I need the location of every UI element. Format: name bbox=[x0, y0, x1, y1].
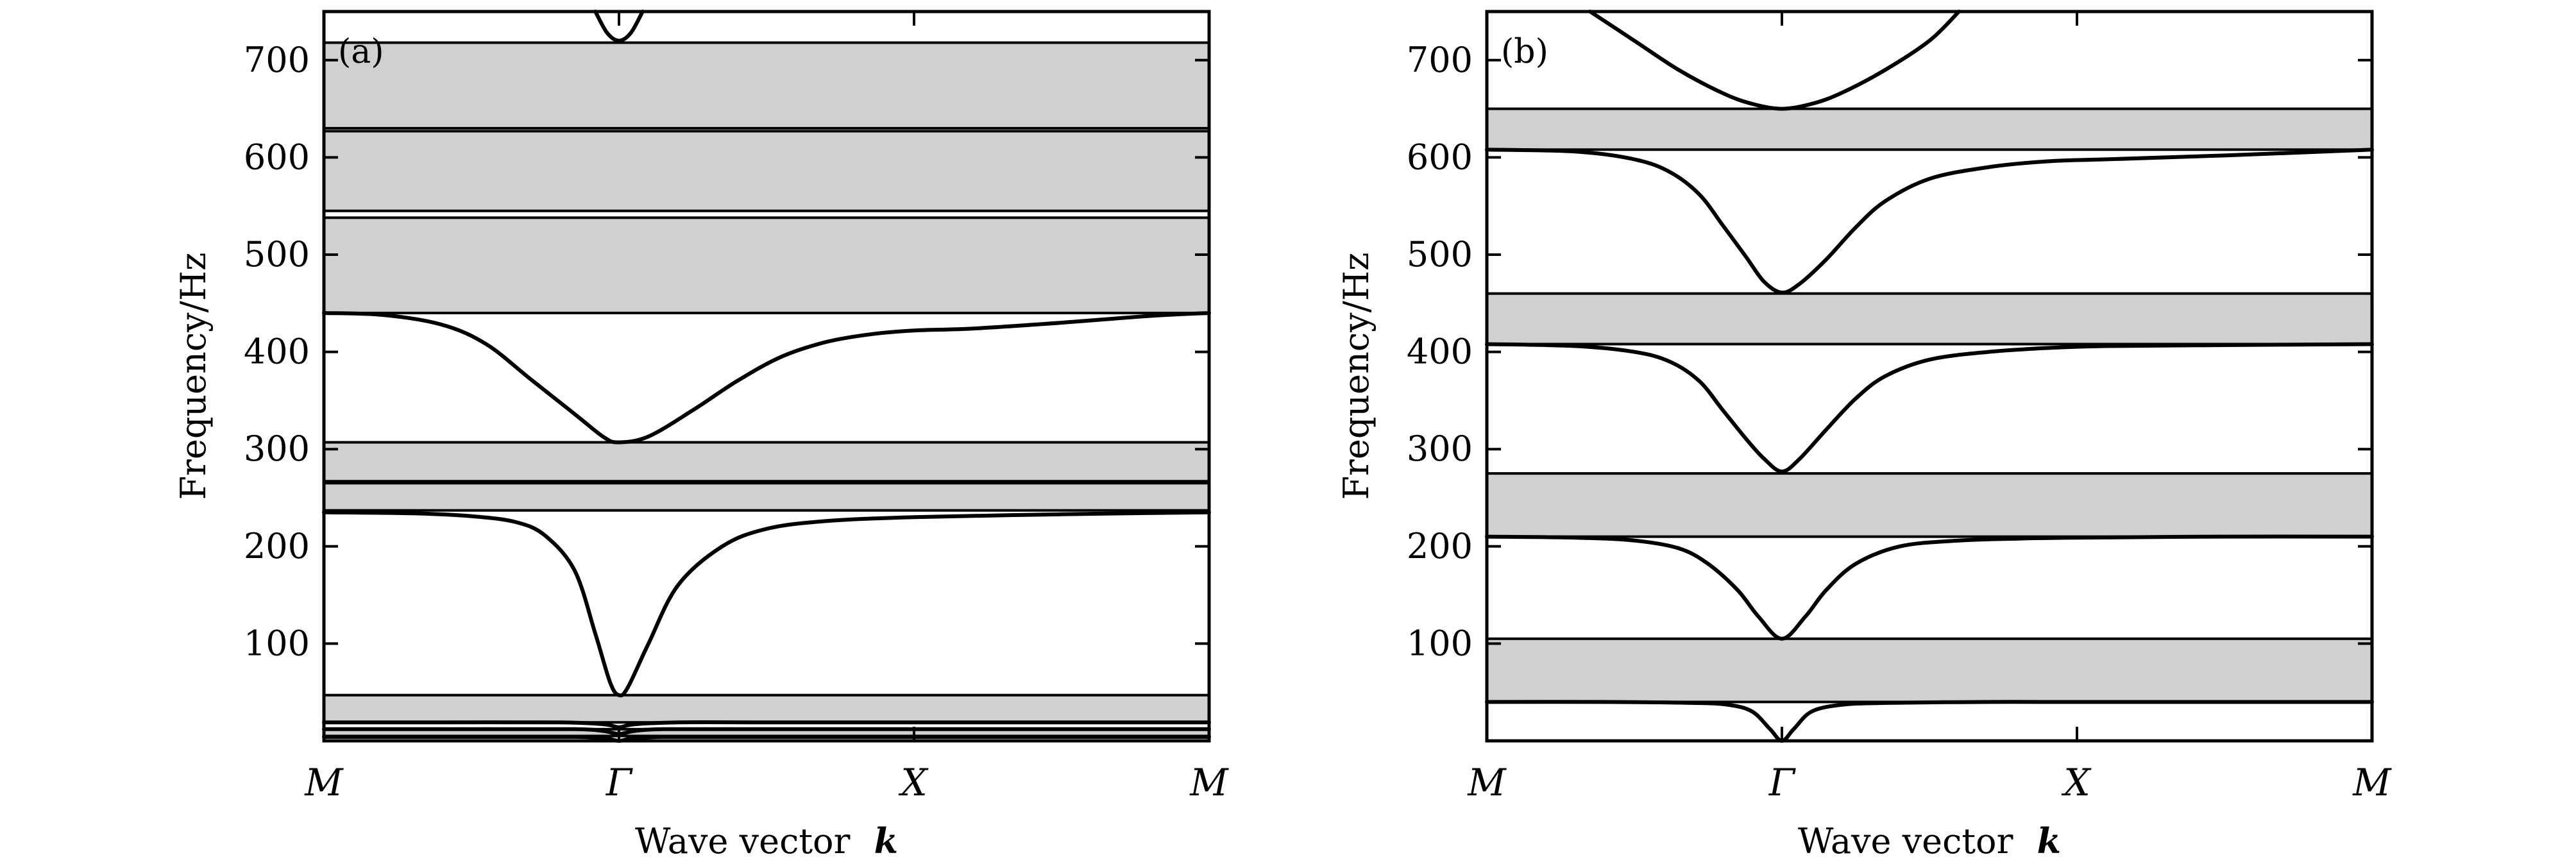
y-tick-label: 200 bbox=[1407, 526, 1473, 566]
band-gap-5 bbox=[323, 216, 1210, 314]
band-curve-2 bbox=[1485, 534, 2374, 641]
y-tick-label: 300 bbox=[244, 428, 310, 469]
x-tick-label: M bbox=[2352, 761, 2392, 804]
y-tick-label: 100 bbox=[1407, 623, 1473, 663]
band-curve-3 bbox=[1485, 342, 2374, 474]
band-curve-1 bbox=[1485, 700, 2374, 743]
dispersion-curves bbox=[322, 10, 1211, 743]
x-tick-label: Γ bbox=[606, 761, 633, 804]
y-tick-label: 400 bbox=[244, 332, 310, 372]
x-axis-label-symbol: k bbox=[2037, 820, 2061, 861]
band-curve-6 bbox=[593, 10, 645, 43]
panel-label: (b) bbox=[1501, 33, 1548, 71]
x-axis-label-text: Wave vector bbox=[635, 821, 851, 861]
plot-frame bbox=[1485, 10, 2374, 743]
band-gap-7 bbox=[323, 41, 1210, 130]
band-gap-3 bbox=[323, 482, 1210, 512]
y-tick-label: 100 bbox=[244, 623, 310, 663]
panel-label: (a) bbox=[338, 33, 384, 71]
band-gaps bbox=[1486, 107, 2373, 704]
x-tick-label: Γ bbox=[1768, 761, 1796, 804]
band-gap-3 bbox=[1486, 292, 2373, 346]
y-axis-label: Frequency/Hz bbox=[1336, 253, 1377, 500]
band-curve-5 bbox=[1588, 10, 1961, 111]
x-tick-label: X bbox=[898, 761, 929, 804]
band-curve-2 bbox=[322, 727, 1211, 736]
band-curve-3 bbox=[322, 720, 1211, 729]
band-gap-2 bbox=[1486, 472, 2373, 538]
x-axis-label: Wave vector k bbox=[635, 820, 898, 861]
y-tick-label: 300 bbox=[1407, 428, 1473, 469]
y-axis-label: Frequency/Hz bbox=[173, 253, 214, 500]
band-gap-6 bbox=[323, 130, 1210, 212]
y-tick-label: 500 bbox=[244, 234, 310, 275]
y-tick-label: 700 bbox=[244, 40, 310, 80]
x-axis-label-text: Wave vector bbox=[1798, 821, 2013, 861]
band-gap-1 bbox=[1486, 637, 2373, 704]
band-gap-4 bbox=[1486, 107, 2373, 151]
axis-ticks: 100 200 300 400 500 600 700 M Γ X M bbox=[244, 12, 1229, 804]
band-curve-1 bbox=[322, 734, 1211, 743]
x-axis-label-symbol: k bbox=[874, 820, 898, 861]
y-tick-label: 500 bbox=[1407, 234, 1473, 275]
panel-b: 100 200 300 400 500 600 700 M Γ X M (b) Frequency/… bbox=[1336, 10, 2392, 861]
x-tick-label: M bbox=[304, 761, 344, 804]
y-tick-label: 600 bbox=[1407, 137, 1473, 177]
y-tick-label: 700 bbox=[1407, 40, 1473, 80]
band-curve-4 bbox=[322, 510, 1211, 698]
x-tick-label: M bbox=[1467, 761, 1507, 804]
plot-frame bbox=[322, 10, 1211, 743]
x-tick-label: M bbox=[1189, 761, 1229, 804]
y-tick-label: 200 bbox=[244, 526, 310, 566]
band-gap-2 bbox=[323, 693, 1210, 724]
y-tick-label: 600 bbox=[244, 137, 310, 177]
panel-a: 100 200 300 400 500 600 700 M Γ X M (a) Frequency/… bbox=[173, 10, 1229, 861]
band-curve-5 bbox=[322, 311, 1211, 445]
y-tick-label: 400 bbox=[1407, 332, 1473, 372]
x-tick-label: X bbox=[2061, 761, 2092, 804]
band-curve-4 bbox=[1485, 148, 2374, 295]
dispersion-curves bbox=[1485, 10, 2374, 743]
axis-ticks: 100 200 300 400 500 600 700 M Γ X M bbox=[1407, 12, 2392, 804]
band-gap-4 bbox=[323, 441, 1210, 483]
x-axis-label: Wave vector k bbox=[1798, 820, 2061, 861]
band-gaps bbox=[323, 41, 1210, 738]
